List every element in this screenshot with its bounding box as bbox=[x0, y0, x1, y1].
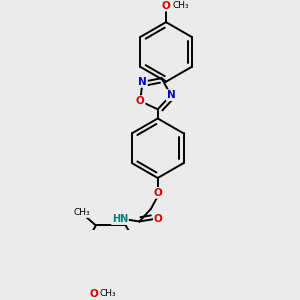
Text: CH₃: CH₃ bbox=[100, 289, 116, 298]
Text: HN: HN bbox=[112, 214, 128, 224]
Text: O: O bbox=[89, 289, 98, 299]
Text: O: O bbox=[153, 188, 162, 198]
Text: N: N bbox=[167, 90, 175, 100]
Text: O: O bbox=[154, 214, 163, 224]
Text: CH₃: CH₃ bbox=[172, 1, 189, 10]
Text: CH₃: CH₃ bbox=[74, 208, 91, 217]
Text: O: O bbox=[162, 1, 170, 11]
Text: O: O bbox=[136, 96, 145, 106]
Text: N: N bbox=[138, 77, 147, 87]
